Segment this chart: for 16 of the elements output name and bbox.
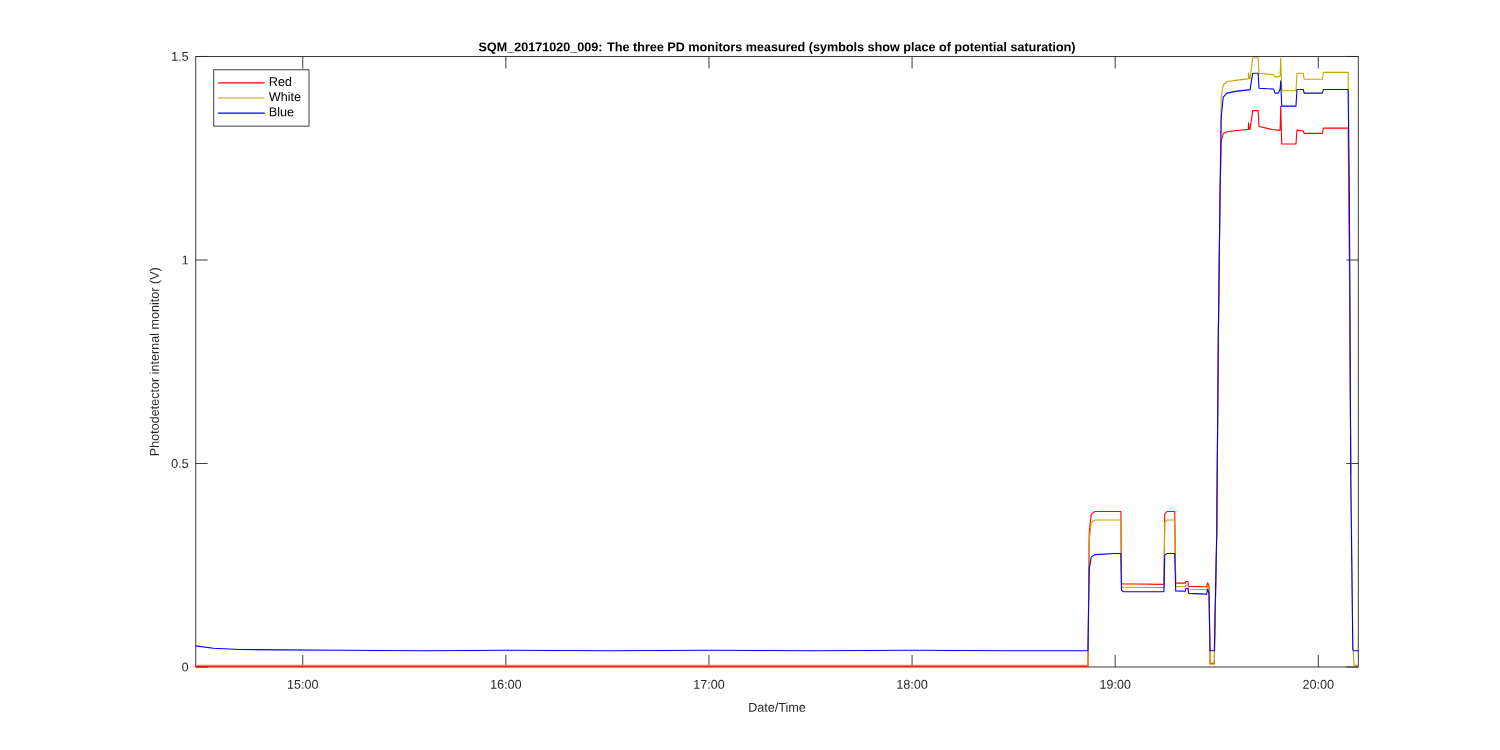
x-tick-label: 15:00 bbox=[287, 679, 319, 689]
x-tick-label: 17:00 bbox=[694, 679, 725, 689]
y-tick-label: 1 bbox=[182, 255, 189, 265]
legend-label: Blue bbox=[269, 107, 294, 117]
chart-title: SQM_20171020_009: The three PD monitors measured (symbols show place of potential saturation) bbox=[478, 42, 1075, 54]
x-tick-label: 18:00 bbox=[897, 679, 928, 689]
legend-label: Red bbox=[269, 76, 292, 87]
y-tick-label: 0.5 bbox=[171, 459, 189, 468]
x-tick-label: 16:00 bbox=[491, 679, 522, 689]
x-axis-title: Date/Time bbox=[749, 702, 806, 712]
y-tick-label: 0 bbox=[182, 662, 189, 672]
y-axis-title: Photodetector internal monitor (V) bbox=[149, 268, 162, 456]
x-tick-label: 19:00 bbox=[1100, 679, 1131, 689]
x-tick-label: 20:00 bbox=[1303, 679, 1334, 689]
legend-label: White bbox=[268, 91, 301, 102]
y-tick-label: 1.5 bbox=[172, 52, 189, 61]
